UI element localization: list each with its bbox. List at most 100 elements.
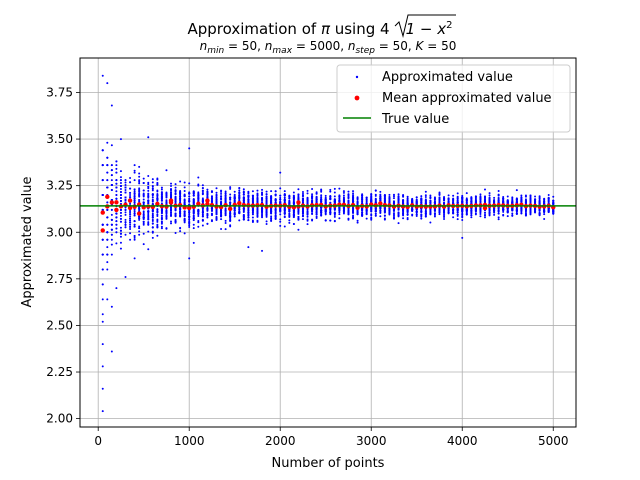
approximated-point	[388, 207, 391, 210]
approximated-point	[110, 238, 113, 241]
approximated-point	[397, 211, 400, 214]
approximated-point	[279, 224, 282, 227]
approximated-point	[251, 200, 254, 203]
approximated-point	[101, 193, 104, 196]
title-expr: 1 − x	[406, 20, 447, 38]
approximated-point	[497, 190, 500, 193]
approximated-point	[160, 191, 163, 194]
approximated-point	[138, 179, 141, 182]
approximated-point	[179, 210, 182, 213]
approximated-point	[151, 200, 154, 203]
approximated-point	[447, 207, 450, 210]
approximated-point	[106, 179, 109, 182]
approximated-point	[142, 189, 145, 192]
approximated-point	[456, 197, 459, 200]
approximated-point	[493, 200, 496, 203]
approximated-point	[179, 212, 182, 215]
approximated-point	[119, 176, 122, 179]
approximated-point	[110, 228, 113, 231]
approximated-point	[160, 217, 163, 220]
approximated-point	[247, 198, 250, 201]
approximated-point	[106, 164, 109, 167]
approximated-point	[329, 211, 332, 214]
approximated-point	[251, 209, 254, 212]
approximated-point	[110, 243, 113, 246]
approximated-point	[197, 194, 200, 197]
approximated-point	[138, 207, 141, 210]
approximated-point	[320, 200, 323, 203]
approximated-point	[119, 220, 122, 223]
approximated-point	[356, 219, 359, 222]
approximated-point	[270, 194, 273, 197]
approximated-point	[456, 192, 459, 195]
approximated-point	[115, 212, 118, 215]
approximated-point	[220, 201, 223, 204]
approximated-point	[160, 197, 163, 200]
approximated-point	[479, 193, 482, 196]
approximated-point	[133, 220, 136, 223]
approximated-point	[197, 191, 200, 194]
approximated-point	[392, 195, 395, 198]
approximated-point	[147, 248, 150, 251]
approximated-point	[129, 193, 132, 196]
approximated-point	[329, 190, 332, 193]
approximated-point	[374, 197, 377, 200]
approximated-point	[206, 209, 209, 212]
approximated-point	[456, 213, 459, 216]
approximated-point	[324, 202, 327, 205]
approximated-point	[229, 213, 232, 216]
approximated-point	[388, 193, 391, 196]
approximated-point	[265, 203, 268, 205]
approximated-point	[224, 195, 227, 198]
approximated-point	[242, 199, 245, 202]
approximated-point	[279, 218, 282, 221]
approximated-point	[388, 212, 391, 215]
approximated-point	[174, 186, 177, 189]
approximated-point	[342, 210, 345, 213]
approximated-point	[538, 213, 541, 216]
approximated-point	[315, 211, 318, 214]
approximated-point	[383, 218, 386, 221]
approximated-point	[156, 183, 159, 186]
approximated-point	[183, 181, 186, 184]
approximated-point	[201, 215, 204, 218]
approximated-point	[324, 219, 327, 222]
approximated-point	[315, 207, 318, 210]
approximated-point	[483, 216, 486, 219]
approximated-point	[497, 193, 500, 196]
approximated-point	[301, 215, 304, 218]
approximated-point	[315, 199, 318, 202]
approximated-point	[397, 208, 400, 211]
approximated-point	[374, 193, 377, 196]
approximated-point	[438, 196, 441, 199]
approximated-point	[220, 228, 223, 231]
approximated-point	[101, 313, 104, 316]
approximated-point	[511, 201, 514, 204]
approximated-point	[129, 196, 132, 199]
approximated-point	[197, 225, 200, 228]
approximated-point	[320, 190, 323, 193]
approximated-point	[324, 200, 327, 203]
approximated-point	[452, 200, 455, 203]
approximated-point	[215, 191, 218, 194]
approximated-point	[524, 210, 527, 213]
approximated-point	[256, 198, 259, 201]
approximated-point	[133, 212, 136, 215]
approximated-point	[392, 217, 395, 220]
approximated-point	[329, 219, 332, 222]
approximated-point	[156, 213, 159, 216]
approximated-point	[142, 214, 145, 217]
approximated-point	[133, 199, 136, 202]
approximated-point	[156, 194, 159, 197]
approximated-point	[320, 197, 323, 200]
approximated-point	[456, 214, 459, 217]
approximated-point	[502, 213, 505, 216]
approximated-point	[283, 215, 286, 218]
approximated-point	[124, 196, 127, 199]
approximated-point	[315, 191, 318, 194]
approximated-point	[110, 253, 113, 256]
approximated-point	[292, 216, 295, 219]
approximated-point	[543, 210, 546, 213]
approximated-point	[115, 227, 118, 230]
approximated-point	[156, 197, 159, 200]
